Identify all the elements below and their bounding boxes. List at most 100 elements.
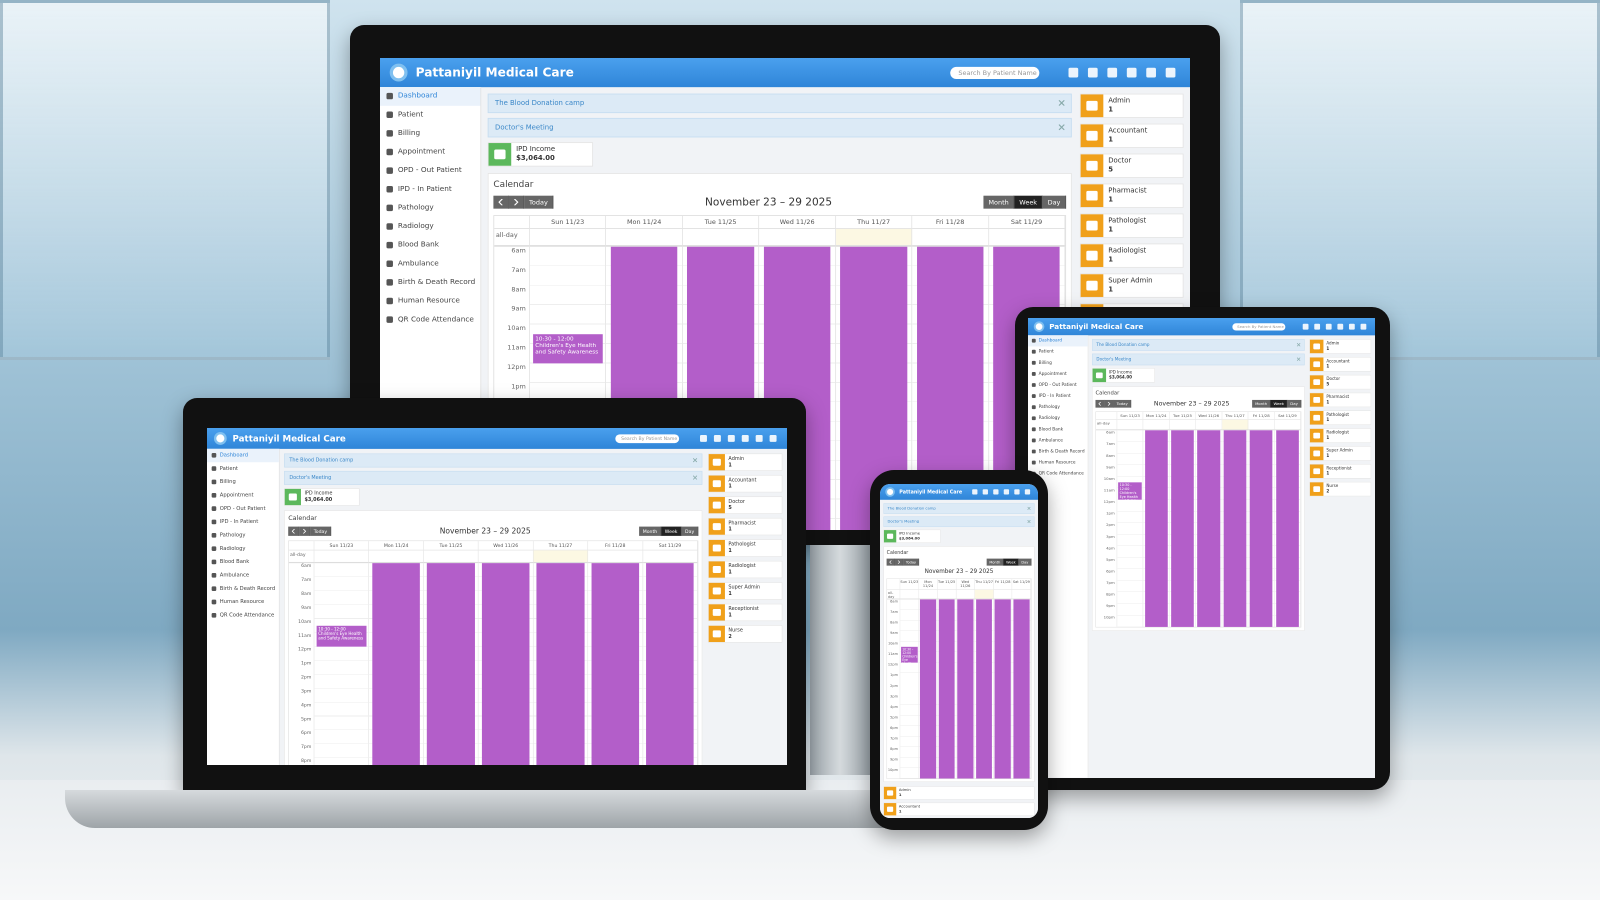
view-button[interactable]: Week: [1014, 195, 1043, 209]
header-icon[interactable]: [1146, 67, 1156, 78]
header-icon[interactable]: [700, 434, 707, 442]
sidebar-item[interactable]: Dashboard: [207, 448, 279, 463]
sidebar-item[interactable]: Ambulance: [207, 569, 279, 582]
staff-card[interactable]: Pharmacist 1: [1079, 183, 1184, 208]
staff-card[interactable]: Admin 1: [1309, 339, 1372, 354]
sidebar-item[interactable]: Patient: [380, 106, 480, 125]
header-icon[interactable]: [1068, 67, 1079, 78]
header-icon[interactable]: [713, 434, 721, 442]
header-icon[interactable]: [1325, 323, 1332, 330]
staff-card[interactable]: Super Admin 1: [708, 582, 783, 600]
staff-card[interactable]: Admin 1: [883, 786, 1035, 800]
view-button[interactable]: Month: [1252, 399, 1271, 408]
header-icon[interactable]: [1348, 323, 1355, 330]
event-block[interactable]: [919, 599, 937, 779]
staff-card[interactable]: Radiologist 1: [1079, 243, 1184, 268]
sidebar-item[interactable]: IPD - In Patient: [1028, 391, 1088, 402]
event-block[interactable]: [427, 563, 475, 765]
staff-card[interactable]: Doctor 5: [1079, 153, 1184, 178]
event-block[interactable]: [481, 563, 530, 765]
view-button[interactable]: Month: [986, 558, 1004, 566]
header-icon[interactable]: [769, 434, 777, 442]
event-block[interactable]: [1171, 430, 1194, 627]
staff-card[interactable]: Admin 1: [708, 453, 783, 471]
header-icon[interactable]: [972, 489, 978, 495]
today-button[interactable]: Today: [1113, 399, 1132, 408]
view-button[interactable]: Day: [1287, 399, 1302, 408]
close-icon[interactable]: [693, 458, 698, 463]
sidebar-item[interactable]: Radiology: [1028, 413, 1088, 424]
event-block[interactable]: [591, 563, 640, 765]
staff-card[interactable]: Pharmacist 1: [1309, 392, 1372, 408]
close-icon[interactable]: [693, 475, 698, 480]
event-block[interactable]: [646, 563, 694, 765]
header-icon[interactable]: [1314, 323, 1321, 330]
event-block[interactable]: [1276, 430, 1299, 627]
search-box[interactable]: Search By Patient Name: [1232, 323, 1286, 331]
staff-card[interactable]: Doctor 5: [1309, 374, 1372, 390]
staff-card[interactable]: Accountant 1: [883, 802, 1035, 816]
header-icon[interactable]: [1024, 489, 1031, 495]
sidebar-item[interactable]: Blood Bank: [1028, 424, 1088, 435]
sidebar-item[interactable]: Human Resource: [380, 292, 480, 311]
staff-card[interactable]: Radiologist 1: [1309, 428, 1372, 443]
nav-button[interactable]: [894, 558, 904, 566]
nav-button[interactable]: [493, 195, 509, 209]
staff-card[interactable]: Accountant 1: [708, 474, 783, 493]
view-button[interactable]: Day: [681, 526, 699, 536]
sidebar-item[interactable]: Radiology: [207, 542, 279, 555]
close-icon[interactable]: [1296, 343, 1301, 347]
header-icon[interactable]: [1165, 67, 1176, 78]
close-icon[interactable]: [1296, 357, 1301, 361]
sidebar-item[interactable]: Dashboard: [1028, 335, 1088, 347]
event-block[interactable]: [976, 599, 993, 779]
staff-card[interactable]: Admin 1: [1079, 93, 1184, 118]
staff-card[interactable]: Pathologist 1: [708, 539, 783, 557]
header-icon[interactable]: [1337, 323, 1344, 330]
sidebar-item[interactable]: Birth & Death Record: [207, 582, 279, 595]
staff-card[interactable]: Accountant 1: [1079, 123, 1184, 148]
header-icon[interactable]: [982, 489, 988, 495]
view-button[interactable]: Week: [1270, 399, 1288, 408]
view-button[interactable]: Day: [1042, 195, 1067, 209]
search-box[interactable]: Search By Patient Name: [950, 66, 1040, 79]
event-block[interactable]: [938, 599, 955, 779]
event-block[interactable]: [957, 599, 974, 779]
nav-button[interactable]: [508, 195, 525, 209]
sidebar-item[interactable]: OPD - Out Patient: [1028, 380, 1088, 391]
sidebar-item[interactable]: Radiology: [380, 218, 480, 237]
event-block[interactable]: [536, 563, 585, 765]
view-button[interactable]: Week: [661, 526, 682, 536]
sidebar-item[interactable]: Ambulance: [1028, 435, 1088, 446]
today-button[interactable]: Today: [524, 195, 554, 209]
header-icon[interactable]: [1360, 323, 1367, 330]
nav-button[interactable]: [299, 526, 311, 536]
close-icon[interactable]: [1058, 124, 1065, 131]
sidebar-item[interactable]: Patient: [1028, 346, 1088, 357]
sidebar-item[interactable]: Blood Bank: [380, 236, 480, 255]
close-icon[interactable]: [1058, 100, 1065, 106]
view-button[interactable]: Month: [639, 526, 662, 536]
header-icon[interactable]: [1126, 67, 1137, 78]
today-button[interactable]: Today: [310, 526, 332, 536]
close-icon[interactable]: [1027, 519, 1031, 524]
event-block[interactable]: [1144, 430, 1168, 627]
today-button[interactable]: Today: [903, 558, 920, 566]
sidebar-item[interactable]: Pathology: [1028, 402, 1088, 413]
nav-button[interactable]: [288, 526, 300, 536]
sidebar-item[interactable]: Birth & Death Record: [380, 273, 480, 292]
staff-card[interactable]: Doctor 5: [708, 496, 783, 514]
event-block[interactable]: [994, 599, 1011, 779]
staff-card[interactable]: Super Admin 1: [1079, 273, 1184, 298]
staff-card[interactable]: Pathologist 1: [1079, 213, 1184, 238]
header-icon[interactable]: [993, 489, 999, 495]
view-button[interactable]: Week: [1003, 558, 1019, 566]
event-block[interactable]: [1197, 430, 1221, 627]
staff-card[interactable]: Radiologist 1: [708, 560, 783, 579]
staff-card[interactable]: Accountant 1: [1309, 357, 1372, 372]
sidebar-item[interactable]: Pathology: [207, 529, 279, 542]
